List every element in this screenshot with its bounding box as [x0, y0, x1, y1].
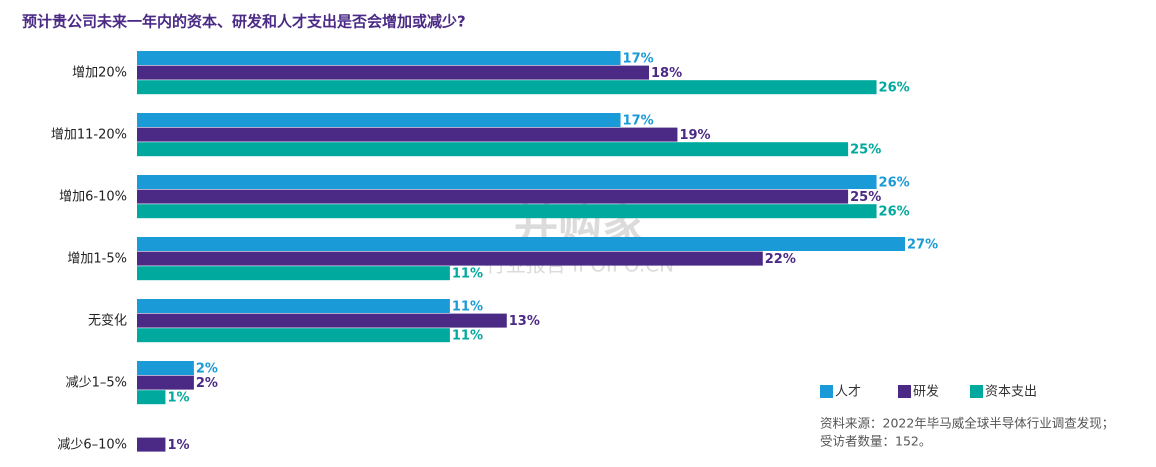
bar — [137, 175, 877, 189]
bar — [137, 437, 166, 452]
bar — [137, 142, 849, 157]
bar — [137, 313, 507, 328]
category-label: 增加6-10% — [59, 190, 127, 205]
value-label: 17% — [623, 114, 654, 129]
bar — [137, 390, 166, 405]
bar — [137, 237, 905, 251]
bar — [137, 299, 450, 313]
chart-title: 预计贵公司未来一年内的资本、研发和人才支出是否会增加或减少? — [22, 13, 466, 31]
value-label: 19% — [679, 128, 710, 143]
value-label: 25% — [850, 190, 881, 205]
legend-swatch — [970, 385, 983, 398]
bar — [137, 189, 849, 204]
value-label: 11% — [452, 267, 483, 282]
bar — [137, 65, 649, 80]
bar — [137, 251, 763, 266]
bar — [137, 328, 450, 343]
bar — [137, 80, 877, 95]
category-label: 减少6–10% — [57, 438, 127, 453]
value-label: 1% — [167, 391, 189, 406]
bar — [137, 51, 621, 65]
category-label: 减少1–5% — [66, 376, 127, 391]
bar — [137, 113, 621, 127]
bar — [137, 127, 678, 142]
legend-label: 人才 — [835, 385, 861, 400]
value-label: 26% — [879, 81, 910, 96]
legend-label: 研发 — [913, 384, 939, 400]
bar — [137, 266, 450, 281]
value-label: 11% — [452, 300, 483, 315]
value-label: 26% — [879, 176, 910, 191]
source-note: 资料来源：2022年毕马威全球半导体行业调查发现； — [820, 416, 1114, 431]
bar — [137, 204, 877, 219]
category-label: 无变化 — [88, 313, 127, 329]
source-note: 受访者数量：152。 — [820, 434, 931, 449]
legend-label: 资本支出 — [985, 385, 1037, 400]
legend-swatch — [898, 385, 911, 398]
value-label: 13% — [509, 314, 540, 329]
value-label: 11% — [452, 329, 483, 344]
value-label: 22% — [765, 252, 796, 267]
bar — [137, 361, 194, 375]
bar — [137, 375, 194, 390]
value-label: 27% — [907, 238, 938, 253]
value-label: 2% — [196, 362, 218, 377]
value-label: 25% — [850, 143, 881, 158]
value-label: 1% — [167, 438, 189, 453]
legend-swatch — [820, 385, 833, 398]
value-label: 18% — [651, 66, 682, 81]
value-label: 26% — [879, 205, 910, 220]
category-label: 增加1-5% — [67, 252, 127, 267]
value-label: 2% — [196, 376, 218, 391]
value-label: 17% — [623, 52, 654, 67]
category-label: 增加20% — [72, 66, 127, 81]
category-label: 增加11-20% — [51, 128, 127, 143]
